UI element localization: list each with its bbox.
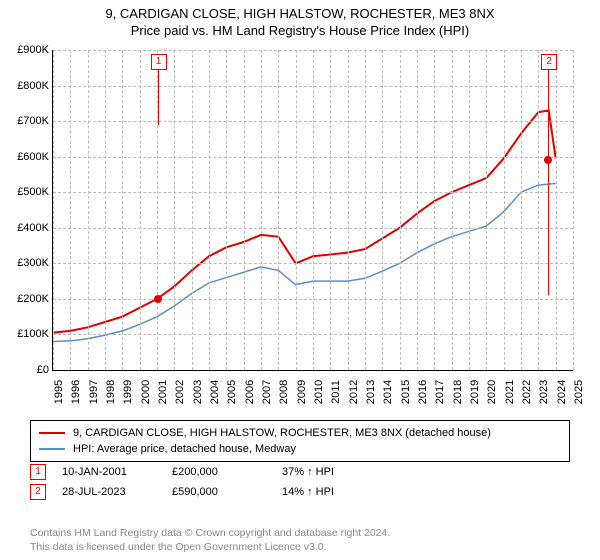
x-axis-label: 1998 <box>105 380 117 404</box>
y-axis-label: £100K <box>17 328 49 340</box>
chart-flag: 1 <box>151 54 167 125</box>
y-axis-label: £700K <box>17 115 49 127</box>
page-subtitle: Price paid vs. HM Land Registry's House … <box>0 23 600 38</box>
sale-pct: 37% ↑ HPI <box>282 466 392 478</box>
x-axis-label: 2020 <box>486 380 498 404</box>
x-axis-label: 2017 <box>434 380 446 404</box>
x-axis-label: 2001 <box>157 380 169 404</box>
legend-label: 9, CARDIGAN CLOSE, HIGH HALSTOW, ROCHEST… <box>73 427 491 439</box>
x-axis-label: 2015 <box>400 380 412 404</box>
y-axis-label: £800K <box>17 80 49 92</box>
x-axis-label: 2025 <box>573 380 585 404</box>
footer-line: Contains HM Land Registry data © Crown c… <box>30 526 570 540</box>
sale-price: £200,000 <box>172 466 282 478</box>
x-axis-label: 2002 <box>174 380 186 404</box>
x-axis-label: 2004 <box>209 380 221 404</box>
x-axis-label: 2005 <box>226 380 238 404</box>
x-axis-label: 2023 <box>538 380 550 404</box>
legend-swatch <box>39 432 65 434</box>
sale-date: 28-JUL-2023 <box>62 486 172 498</box>
footer-line: This data is licensed under the Open Gov… <box>30 540 570 554</box>
x-axis-label: 1997 <box>88 380 100 404</box>
x-axis-label: 2018 <box>452 380 464 404</box>
y-axis-label: £400K <box>17 222 49 234</box>
sale-pct: 14% ↑ HPI <box>282 486 392 498</box>
table-row: 2 28-JUL-2023 £590,000 14% ↑ HPI <box>30 482 570 502</box>
table-row: 1 10-JAN-2001 £200,000 37% ↑ HPI <box>30 462 570 482</box>
page-title: 9, CARDIGAN CLOSE, HIGH HALSTOW, ROCHEST… <box>0 6 600 21</box>
x-axis-label: 2019 <box>469 380 481 404</box>
x-axis-label: 2000 <box>140 380 152 404</box>
legend-swatch <box>39 448 65 450</box>
x-axis-label: 2007 <box>261 380 273 404</box>
y-axis-label: £0 <box>37 364 49 376</box>
y-axis-label: £600K <box>17 151 49 163</box>
x-axis-label: 2006 <box>244 380 256 404</box>
x-axis-label: 2010 <box>313 380 325 404</box>
legend-item: HPI: Average price, detached house, Medw… <box>39 441 561 457</box>
flag-icon: 2 <box>30 484 46 500</box>
y-axis-label: £200K <box>17 293 49 305</box>
footer: Contains HM Land Registry data © Crown c… <box>30 526 570 554</box>
x-axis-label: 2022 <box>521 380 533 404</box>
x-axis-label: 2008 <box>278 380 290 404</box>
y-axis-label: £300K <box>17 257 49 269</box>
y-axis-label: £500K <box>17 186 49 198</box>
legend-label: HPI: Average price, detached house, Medw… <box>73 443 296 455</box>
sale-table: 1 10-JAN-2001 £200,000 37% ↑ HPI 2 28-JU… <box>30 462 570 502</box>
x-axis-label: 2016 <box>417 380 429 404</box>
sale-price: £590,000 <box>172 486 282 498</box>
legend: 9, CARDIGAN CLOSE, HIGH HALSTOW, ROCHEST… <box>30 420 570 462</box>
x-axis-label: 2009 <box>296 380 308 404</box>
x-axis-label: 2014 <box>382 380 394 404</box>
x-axis-label: 2003 <box>192 380 204 404</box>
y-axis-label: £900K <box>17 44 49 56</box>
flag-icon: 1 <box>30 464 46 480</box>
x-axis-label: 1996 <box>70 380 82 404</box>
x-axis-label: 1999 <box>122 380 134 404</box>
sale-date: 10-JAN-2001 <box>62 466 172 478</box>
x-axis-label: 2012 <box>348 380 360 404</box>
x-axis-label: 2021 <box>504 380 516 404</box>
chart-flag: 2 <box>541 54 557 295</box>
data-point <box>154 295 162 303</box>
x-axis-label: 2011 <box>330 380 342 404</box>
x-axis-label: 2024 <box>556 380 568 404</box>
x-axis-label: 1995 <box>53 380 65 404</box>
x-axis-label: 2013 <box>365 380 377 404</box>
chart-area: £0£100K£200K£300K£400K£500K£600K£700K£80… <box>52 50 573 371</box>
legend-item: 9, CARDIGAN CLOSE, HIGH HALSTOW, ROCHEST… <box>39 425 561 441</box>
